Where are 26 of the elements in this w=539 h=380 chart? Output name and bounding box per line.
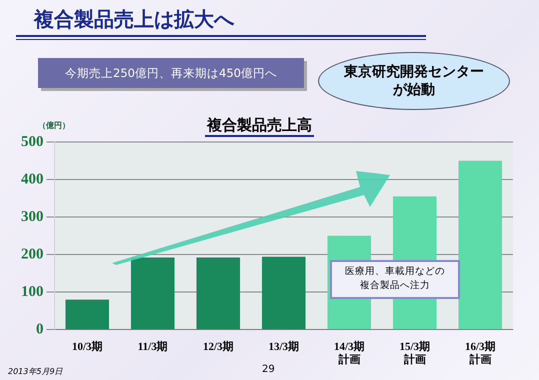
y-tick-label: 200 bbox=[21, 246, 44, 262]
y-tick-label: 100 bbox=[21, 284, 44, 300]
y-tick-label: 0 bbox=[36, 321, 44, 338]
text: 2013年5月9日 bbox=[8, 367, 63, 376]
x-tick-label: 15/3期計画 bbox=[399, 340, 430, 366]
text: 東京研究開発センターが始動 bbox=[342, 62, 485, 100]
x-tick-label: 13/3期 bbox=[268, 340, 300, 354]
text: 29 bbox=[262, 364, 275, 375]
x-tick-label: 12/3期 bbox=[202, 340, 234, 354]
bar bbox=[65, 300, 110, 330]
x-tick-label: 10/3期 bbox=[72, 340, 103, 354]
x-tick-label: 16/3期計画 bbox=[464, 340, 496, 366]
x-tick-label: 11/3期 bbox=[138, 340, 168, 354]
annotation: 医療用、車載用などの複合製品へ注力 bbox=[345, 265, 445, 294]
y-tick-label: 300 bbox=[21, 208, 44, 225]
y-tick-label: 400 bbox=[21, 171, 44, 188]
y-tick-label: 500 bbox=[21, 134, 44, 150]
bar bbox=[196, 258, 240, 330]
chart-title: 複合製品売上は拡大へ bbox=[34, 6, 234, 33]
bar bbox=[130, 258, 175, 330]
bar bbox=[458, 160, 502, 330]
chart-subtitle: 複合製品売上高 bbox=[205, 116, 314, 137]
y-axis-title: （億円） bbox=[38, 120, 70, 131]
x-tick-label: 14/3期計画 bbox=[334, 340, 365, 366]
text: 今期売上250億円、再来期は450億円へ bbox=[65, 66, 277, 80]
bar bbox=[262, 256, 306, 330]
